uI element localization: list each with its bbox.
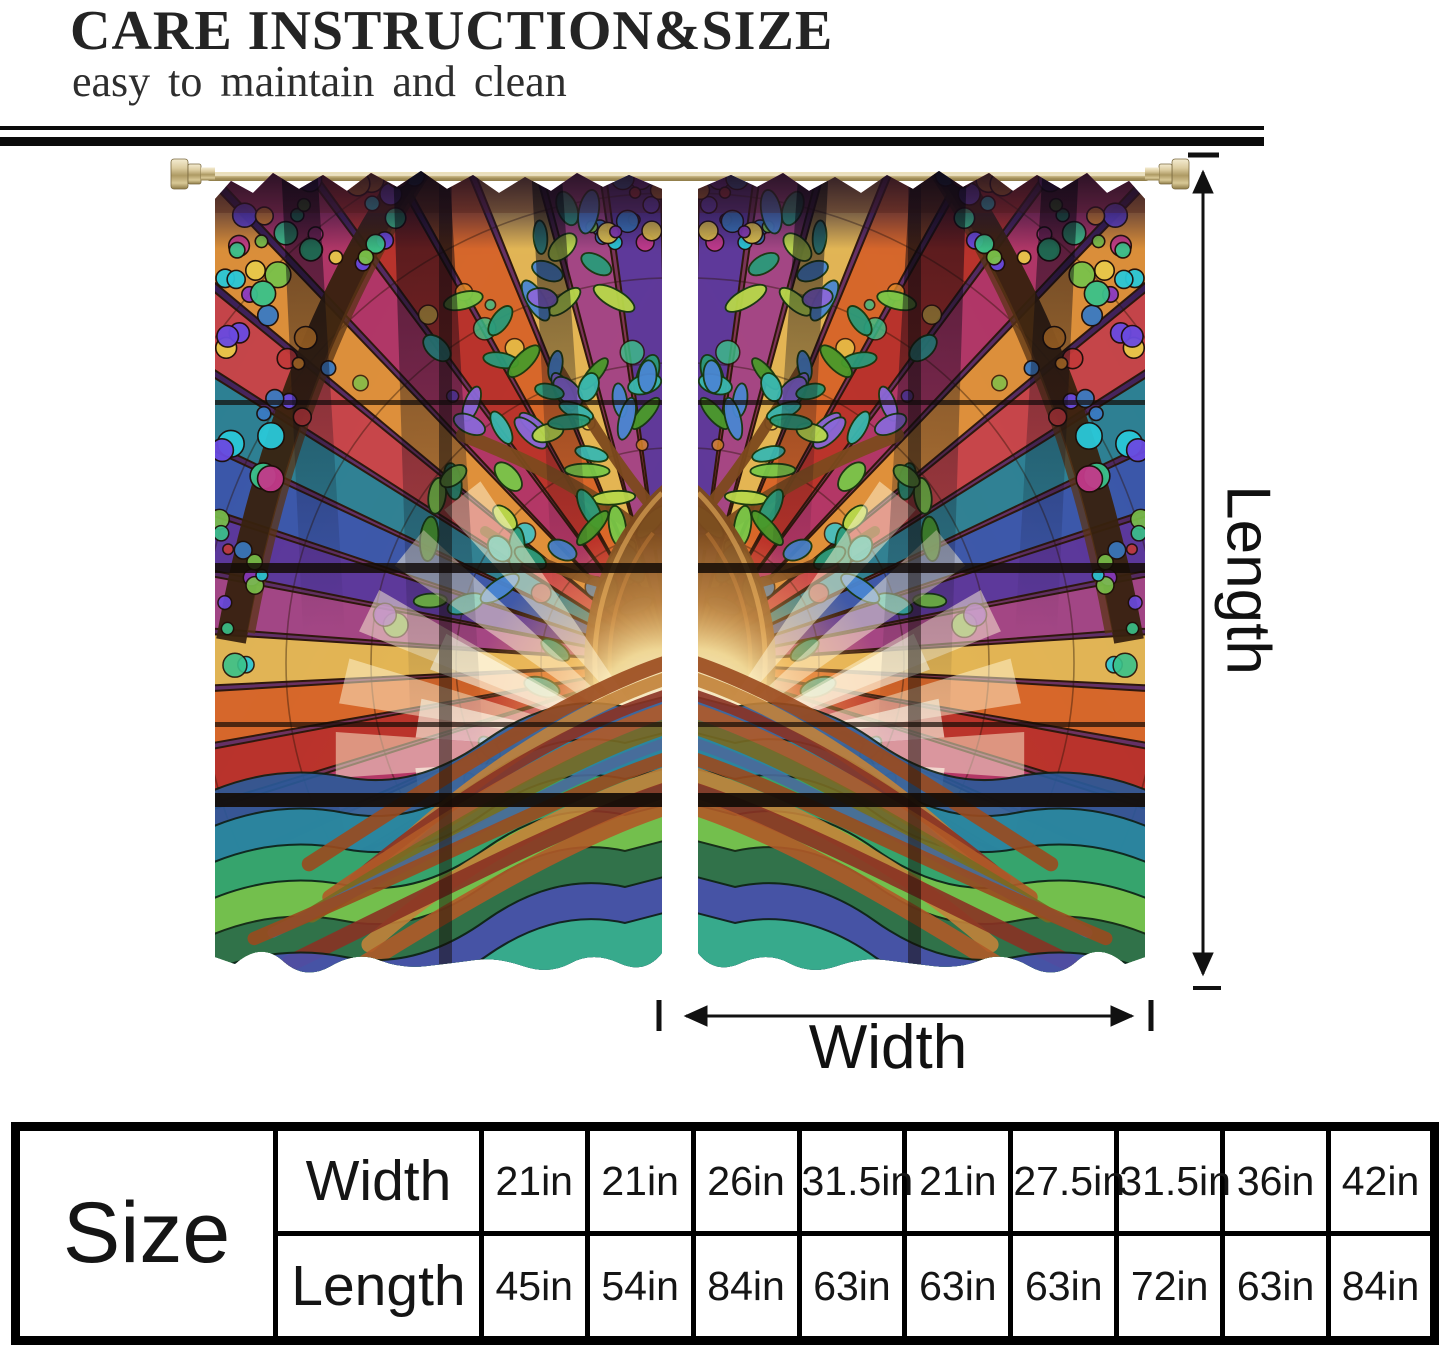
length-value: 45in xyxy=(478,1231,590,1343)
right-finial xyxy=(1144,158,1190,190)
care-subtitle: easy to maintain and clean xyxy=(72,57,567,106)
width-value: 21in xyxy=(584,1124,696,1236)
width-value: 31.5in xyxy=(796,1124,913,1236)
curtain-rod xyxy=(206,172,1150,181)
length-value: 63in xyxy=(1220,1231,1332,1343)
length-value: 84in xyxy=(1326,1231,1437,1343)
care-title: CARE INSTRUCTION&SIZE xyxy=(70,0,834,62)
width-value: 42in xyxy=(1326,1124,1437,1236)
length-value: 54in xyxy=(584,1231,696,1343)
curtain-illustration: Length Width xyxy=(0,0,1445,1210)
length-value: 63in xyxy=(1008,1231,1120,1343)
width-label: Width xyxy=(809,1013,967,1082)
width-arrow xyxy=(656,1000,1154,1031)
divider-thick-line xyxy=(0,137,1264,146)
width-value: 21in xyxy=(478,1124,590,1236)
table-row-width: Size Width 21in 21in 26in 31.5in 21in 27… xyxy=(12,1124,1437,1343)
length-value: 84in xyxy=(690,1231,802,1343)
width-value: 21in xyxy=(902,1124,1014,1236)
length-row-label: Length xyxy=(273,1231,484,1343)
width-row-label: Width xyxy=(273,1124,484,1236)
length-label: Length xyxy=(1214,485,1283,675)
width-value: 27.5in xyxy=(1008,1124,1125,1236)
length-value: 63in xyxy=(796,1231,908,1343)
length-value: 63in xyxy=(902,1231,1014,1343)
divider-thin-line xyxy=(0,126,1264,130)
length-arrow xyxy=(1188,152,1221,990)
size-corner-cell: Size xyxy=(12,1124,279,1343)
width-value: 36in xyxy=(1220,1124,1332,1236)
table-row-length: Length 45in 54in 84in 63in 63in 63in 72i… xyxy=(16,1231,1437,1343)
size-table: Size Width 21in 21in 26in 31.5in 21in 27… xyxy=(11,1122,1439,1345)
width-value: 26in xyxy=(690,1124,802,1236)
left-finial xyxy=(170,158,216,190)
width-value: 31.5in xyxy=(1114,1124,1231,1236)
length-value: 72in xyxy=(1114,1231,1226,1343)
